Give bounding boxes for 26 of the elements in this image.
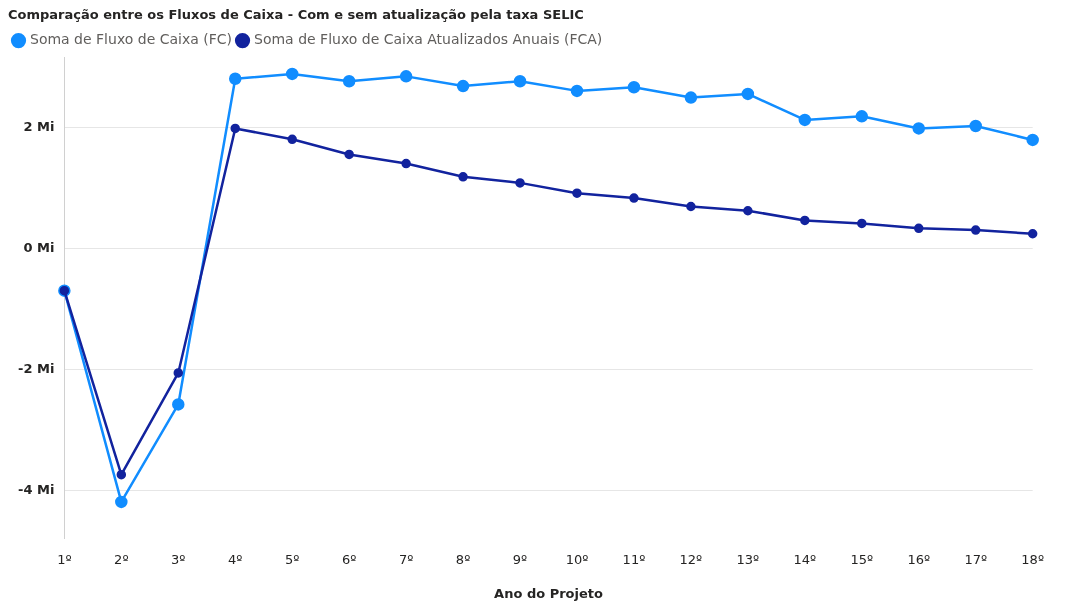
x-tick-label: 5º xyxy=(284,551,300,567)
x-tick-label: 18º xyxy=(1021,551,1044,567)
x-tick-label: 12º xyxy=(679,551,703,567)
chart-title: Comparação entre os Fluxos de Caixa - Com e sem atualização pela taxa SELIC xyxy=(8,7,584,23)
x-tick-label: 7º xyxy=(398,551,414,567)
y-tick-label: -2 Mi xyxy=(18,360,55,376)
x-tick-label: 13º xyxy=(736,551,760,567)
x-axis-title: Ano do Projeto xyxy=(494,585,603,601)
x-tick-label: 1º xyxy=(57,551,72,567)
x-tick-label: 4º xyxy=(228,551,243,567)
x-tick-label: 6º xyxy=(341,551,357,567)
legend-label: Soma de Fluxo de Caixa Atualizados Anuais (FCA) xyxy=(254,31,603,48)
x-tick-label: 10º xyxy=(565,551,589,567)
x-tick-label: 16º xyxy=(907,551,931,567)
y-tick-label: 2 Mi xyxy=(23,118,55,134)
y-tick-label: 0 Mi xyxy=(23,239,55,255)
x-tick-label: 9º xyxy=(512,551,528,567)
y-tick-label: -4 Mi xyxy=(18,481,55,497)
x-tick-label: 2º xyxy=(114,551,129,567)
x-tick-label: 17º xyxy=(964,551,988,567)
x-tick-label: 14º xyxy=(793,551,817,567)
x-tick-label: 3º xyxy=(171,551,186,567)
x-tick-label: 8º xyxy=(455,551,471,567)
x-tick-label: 11º xyxy=(622,551,646,567)
x-tick-label: 15º xyxy=(850,551,874,567)
legend-label: Soma de Fluxo de Caixa (FC) xyxy=(30,31,233,48)
